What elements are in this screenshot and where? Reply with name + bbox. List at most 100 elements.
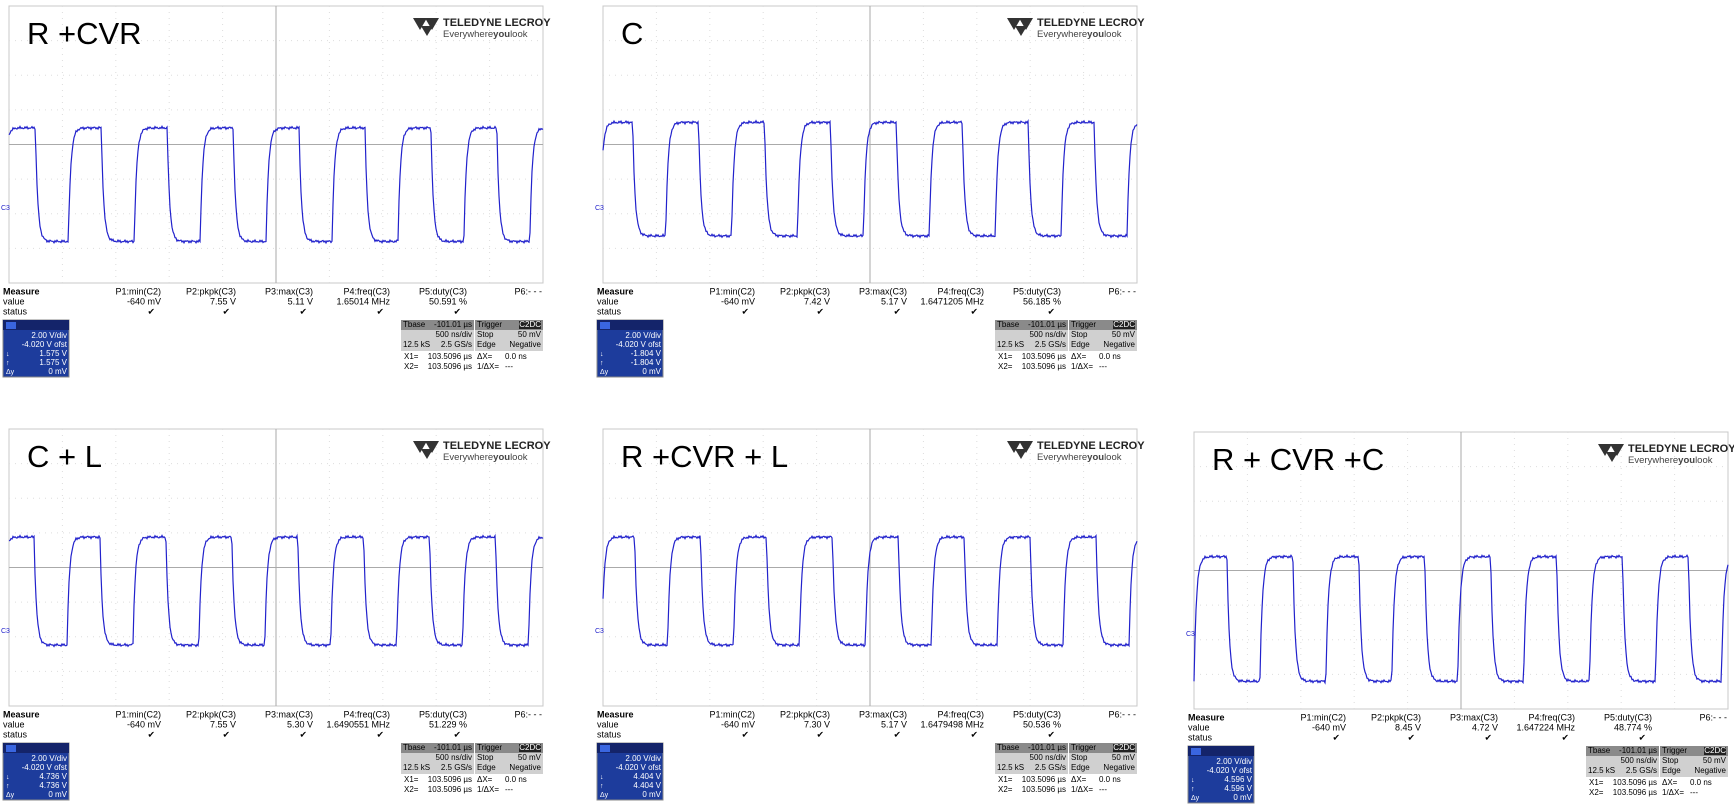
- logo-tagline: Everywhereyoulook: [443, 29, 528, 40]
- param-name: P2:pkpk(C3): [186, 709, 236, 719]
- cursor-readout: X2=: [998, 785, 1013, 794]
- logo-mark: [1007, 18, 1033, 36]
- trigger-head: [1069, 320, 1137, 330]
- cursor-readout: 1/ΔX=: [1071, 362, 1093, 371]
- trigger-value: C2DC: [1113, 320, 1135, 329]
- param-name: P3:max(C3): [859, 286, 907, 296]
- param-value: 5.17 V: [881, 719, 907, 729]
- channel-offset: -4.020 V ofst: [1207, 766, 1253, 775]
- cursor-readout: ---: [505, 362, 513, 371]
- logo-brand: TELEDYNE LECROY: [443, 17, 551, 29]
- logo-tagline: Everywhereyoulook: [1037, 452, 1122, 463]
- param-name: P6:- - -: [514, 286, 542, 296]
- waveform-trace: [8, 533, 544, 648]
- measure-row-label: value: [1188, 722, 1210, 732]
- param-status: ✔: [453, 306, 461, 316]
- timebase-label: 12.5 kS: [1588, 766, 1615, 775]
- cursor-marker: ↓: [6, 351, 10, 358]
- channel-scale: 2.00 V/div: [31, 754, 67, 763]
- cursor-delta: 0 mV: [642, 790, 661, 799]
- panel-title: C + L: [27, 439, 102, 474]
- cursor-readout: ΔX=: [1071, 352, 1087, 361]
- cursor-marker: ↑: [1191, 786, 1195, 793]
- param-value: -640 mV: [127, 296, 161, 306]
- trigger-label: Stop: [1662, 756, 1679, 765]
- logo-brand: TELEDYNE LECROY: [1628, 443, 1734, 455]
- param-name: P6:- - -: [514, 709, 542, 719]
- tagline-part: Everywhere: [443, 29, 493, 40]
- channel-box-header: [3, 743, 69, 753]
- measure-row-label: value: [3, 296, 25, 306]
- cursor-readout: X2=: [1589, 788, 1604, 797]
- measure-header: Measure: [1188, 712, 1225, 722]
- cursor-delta: 0 mV: [48, 790, 67, 799]
- timebase-label: Tbase: [1588, 746, 1611, 755]
- trigger-label: Stop: [477, 330, 494, 339]
- logo-tagline: Everywhereyoulook: [1628, 455, 1713, 466]
- param-value: -640 mV: [1312, 722, 1346, 732]
- channel-offset: -4.020 V ofst: [616, 340, 662, 349]
- trigger-label: Edge: [477, 340, 496, 349]
- tagline-part: Everywhere: [443, 452, 493, 463]
- timebase-value: -101.01 µs: [1028, 743, 1066, 752]
- param-value: -640 mV: [721, 719, 755, 729]
- param-value: 5.11 V: [288, 296, 313, 306]
- param-name: P6:- - -: [1108, 709, 1136, 719]
- param-name: P2:pkpk(C3): [1371, 712, 1421, 722]
- channel-badge: [600, 322, 610, 329]
- trigger-label: Edge: [1071, 340, 1090, 349]
- channel-box-header: [597, 743, 663, 753]
- cursor-value: 4.596 V: [1224, 784, 1252, 793]
- cursor-marker: ↓: [600, 351, 604, 358]
- timebase-label: 12.5 kS: [997, 340, 1024, 349]
- timebase-label: Tbase: [403, 743, 426, 752]
- channel-box-header: [1188, 746, 1254, 756]
- param-value: 5.30 V: [287, 719, 313, 729]
- logo-tagline: Everywhereyoulook: [443, 452, 528, 463]
- channel-badge: [600, 745, 610, 752]
- trigger-badge: [1113, 744, 1135, 752]
- param-status: ✔: [1047, 729, 1055, 739]
- param-name: P4:freq(C3): [343, 709, 390, 719]
- waveform-trace: [602, 119, 1138, 239]
- trigger-label: Trigger: [477, 743, 502, 752]
- logo-mark: [413, 441, 439, 459]
- param-name: P4:freq(C3): [343, 286, 390, 296]
- trigger-value: Negative: [1103, 340, 1135, 349]
- measure-row-label: status: [3, 306, 28, 316]
- trigger-label: Trigger: [1071, 320, 1096, 329]
- param-status: ✔: [741, 306, 749, 316]
- cursor-readout: 103.5096 µs: [428, 775, 472, 784]
- param-name: P5:duty(C3): [419, 286, 467, 296]
- param-status: ✔: [147, 306, 155, 316]
- trigger-label: Stop: [1071, 330, 1088, 339]
- param-value: 1.647224 MHz: [1516, 722, 1575, 732]
- timebase-label: 12.5 kS: [403, 340, 430, 349]
- timebase-value: -101.01 µs: [1028, 320, 1066, 329]
- channel-badge: [6, 745, 16, 752]
- channel-label: C3: [595, 205, 604, 212]
- channel-box: 2.00 V/div-4.020 V ofst ↓ ↑ Δy -1.804 V-1.80…: [596, 319, 664, 378]
- channel-box: 2.00 V/div-4.020 V ofst ↓ ↑ Δy 4.736 V4.736 …: [2, 742, 70, 801]
- logo-brand: TELEDYNE LECROY: [443, 440, 551, 452]
- param-name: P1:min(C2): [709, 286, 755, 296]
- cursor-delta: 0 mV: [642, 367, 661, 376]
- trigger-head: [1069, 743, 1137, 753]
- cursor-readout: 0.0 ns: [1099, 775, 1121, 784]
- measure-row-label: status: [1188, 732, 1213, 742]
- param-value: 48.774 %: [1614, 722, 1652, 732]
- tagline-part: look: [510, 452, 528, 463]
- panel-title: R +CVR: [27, 16, 142, 51]
- param-status: ✔: [1484, 732, 1492, 742]
- param-value: 1.65014 MHz: [336, 296, 390, 306]
- cursor-marker: ↑: [600, 783, 604, 790]
- tagline-part: Everywhere: [1628, 455, 1678, 466]
- trigger-head: [1660, 746, 1728, 756]
- param-value: 8.45 V: [1395, 722, 1421, 732]
- channel-label: C3: [1, 628, 10, 635]
